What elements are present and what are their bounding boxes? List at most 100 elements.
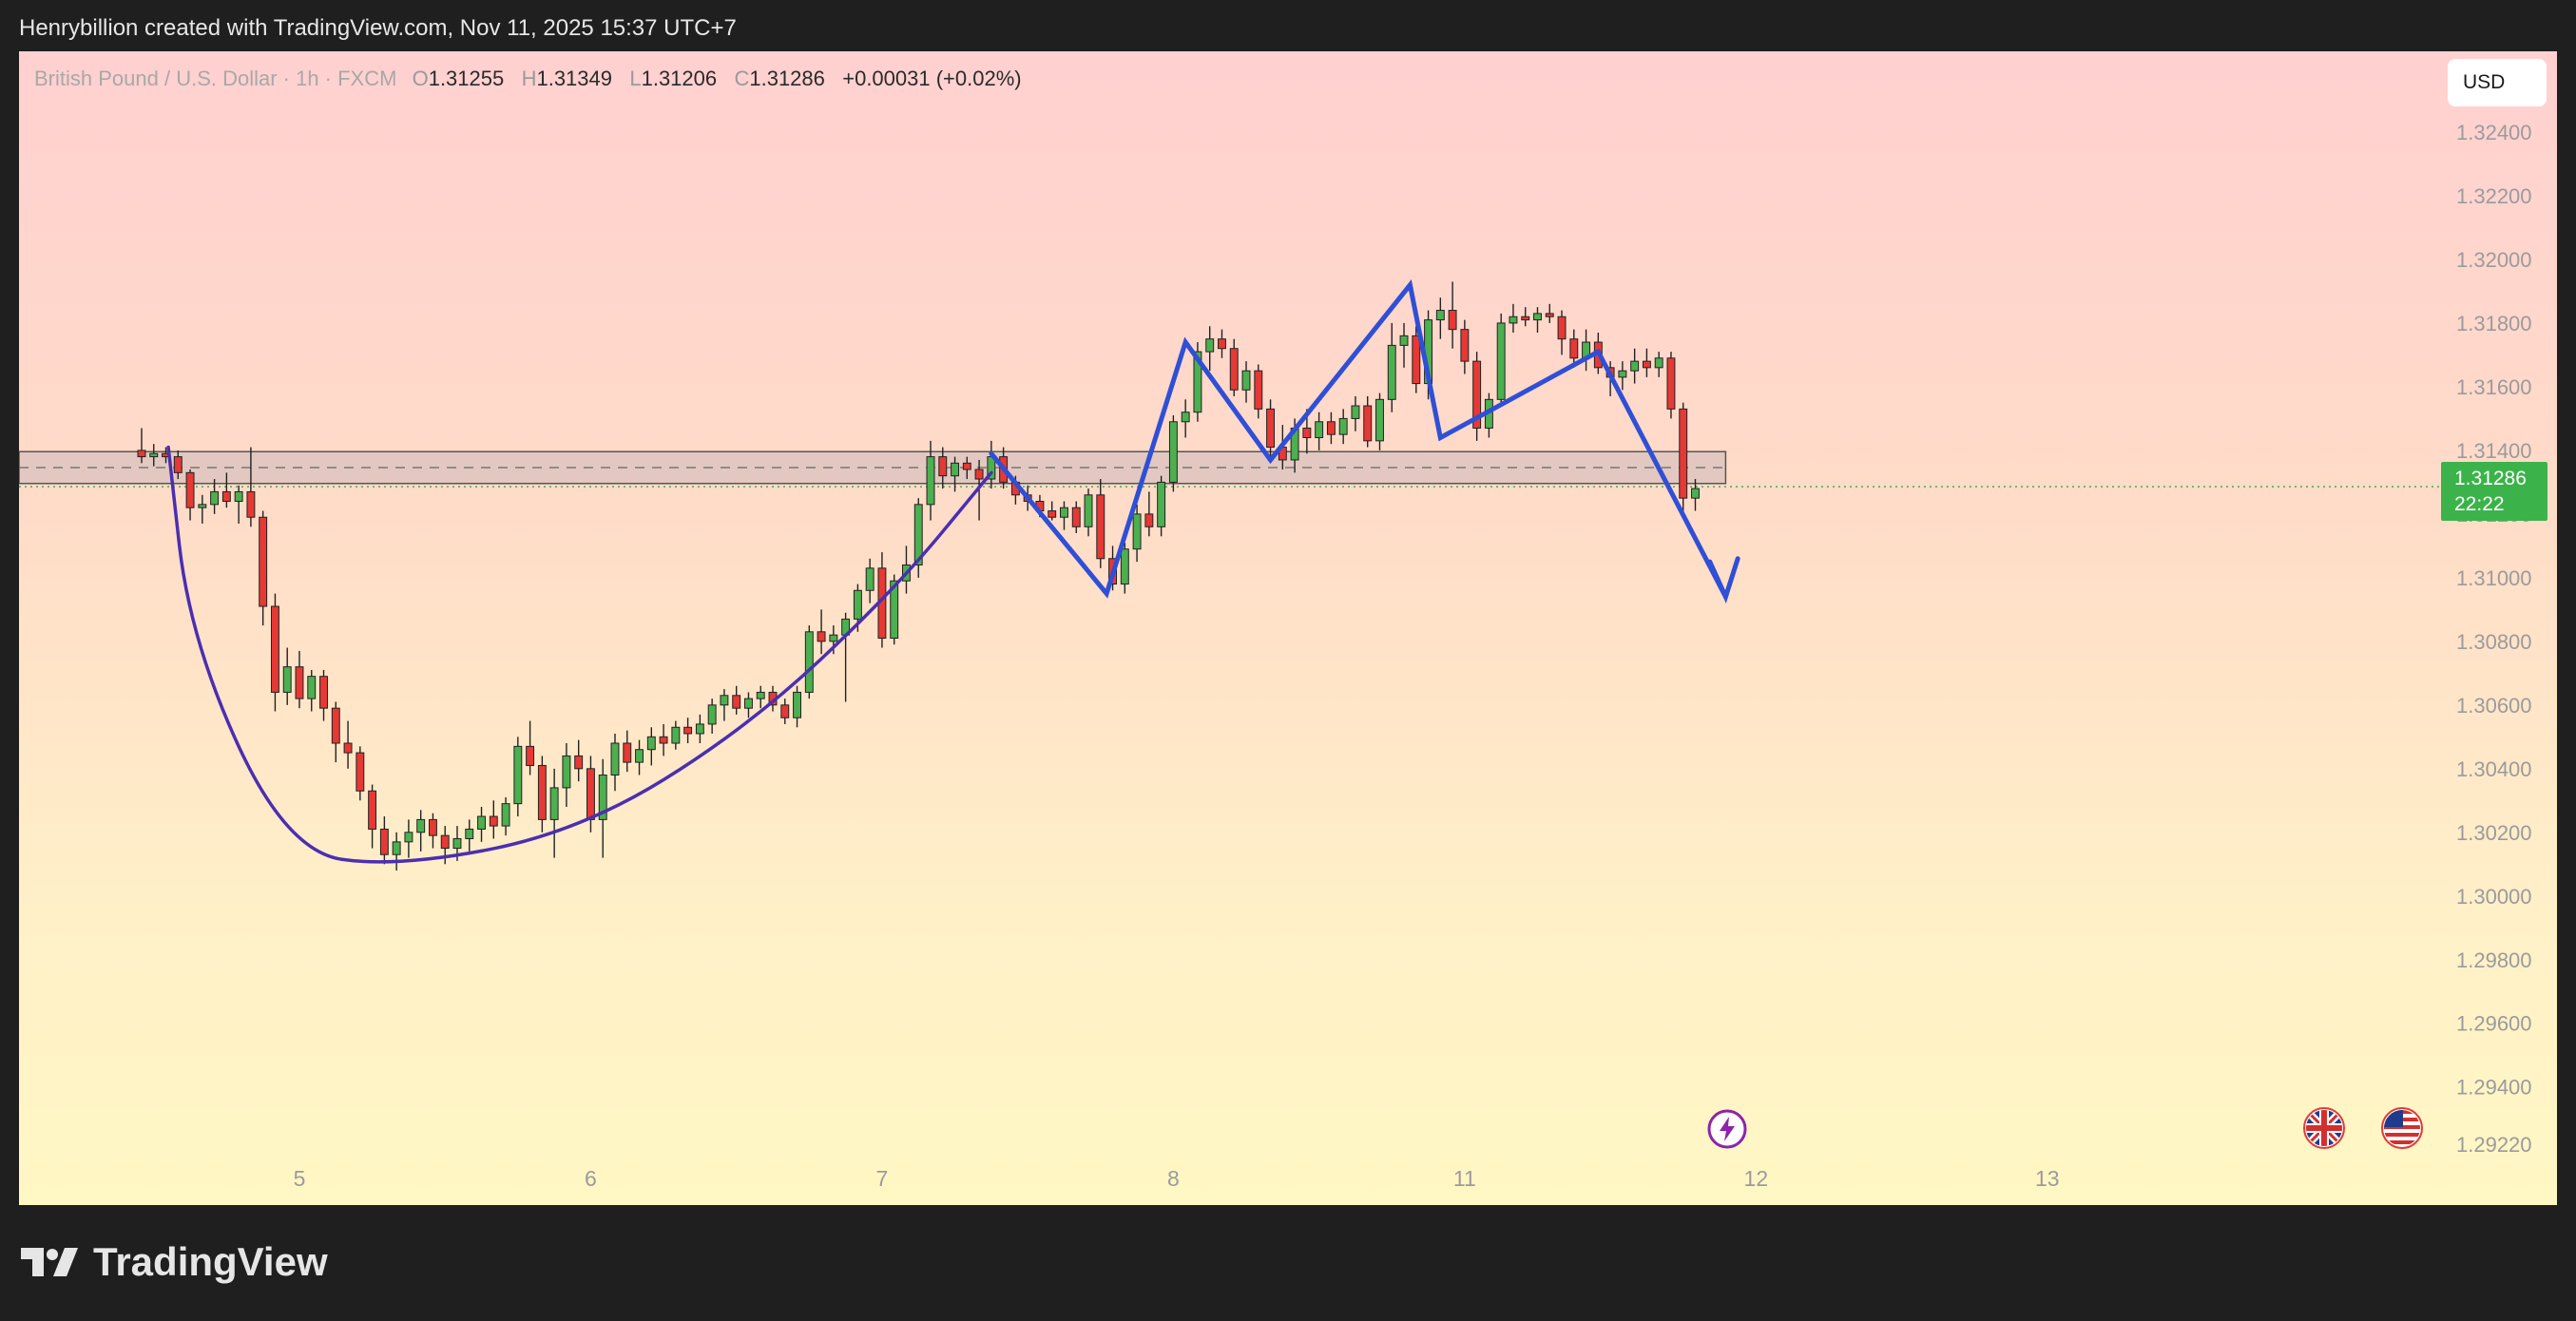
y-axis-label: 1.30400 (2456, 757, 2532, 781)
candle-body (501, 803, 510, 827)
symbol-name: British Pound / U.S. Dollar · 1h · FXCM (34, 67, 397, 90)
candle-body (1326, 421, 1336, 435)
y-axis-label: 1.31000 (2456, 566, 2532, 590)
y-axis-label: 1.29400 (2456, 1076, 2532, 1100)
open-label: O (412, 67, 429, 90)
candle-body (356, 752, 365, 792)
footer-bar: TradingView (0, 1205, 2576, 1321)
candle-body (307, 676, 317, 699)
price-chart[interactable]: 1.32400 1.32200 1.32000 1.31800 1.31600 1.314… (19, 51, 2557, 1205)
candle-body (1254, 370, 1263, 410)
currency-button[interactable]: USD (2448, 59, 2547, 106)
candle-body (537, 764, 547, 820)
candle-body (428, 818, 437, 836)
candle-body (951, 462, 960, 477)
y-axis-label: 1.30800 (2456, 630, 2532, 654)
candle-body (477, 815, 486, 830)
candle-body (1302, 427, 1312, 439)
candle-body (1691, 488, 1700, 499)
candle-body (282, 666, 292, 693)
candle-body (1448, 310, 1457, 331)
high-label: H (521, 67, 537, 90)
candle-body (1654, 357, 1663, 369)
candle-body (343, 742, 353, 754)
attribution-text: Henrybillion created with TradingView.co… (19, 15, 737, 41)
candle-body (1557, 316, 1567, 340)
last-price-value: 1.31286 (2454, 468, 2527, 489)
candle-body (683, 726, 693, 735)
candle-body (465, 828, 474, 839)
candle-body (1071, 507, 1081, 527)
uk-flag-icon[interactable] (2302, 1106, 2346, 1150)
candle-body (1229, 348, 1239, 391)
attribution-bar: Henrybillion created with TradingView.co… (0, 0, 2576, 51)
close-label: C (734, 67, 750, 90)
candle-body (149, 452, 159, 458)
candle-body (1048, 510, 1057, 518)
candle-body (610, 742, 620, 776)
candle-body (1060, 507, 1068, 518)
candle-body (1666, 357, 1676, 410)
candle-body (259, 516, 268, 607)
low-label: L (629, 67, 642, 90)
candle-body (319, 676, 328, 709)
candle-body (744, 698, 753, 709)
candle-body (1193, 351, 1202, 413)
chart-area[interactable]: 1.32400 1.32200 1.32000 1.31800 1.31600 1.314… (19, 51, 2557, 1205)
candle-body (549, 787, 559, 820)
candle-body (379, 828, 389, 855)
lightning-icon[interactable] (1706, 1108, 1748, 1150)
candle-body (817, 631, 826, 642)
candle-body (1218, 338, 1226, 350)
tradingview-logo[interactable]: TradingView (21, 1239, 328, 1285)
candle-body (173, 456, 183, 473)
candle-body (865, 567, 875, 591)
us-flag-icon[interactable] (2380, 1106, 2424, 1150)
candle-body (720, 695, 729, 706)
candle-body (234, 490, 243, 502)
candle-body (913, 504, 923, 565)
x-axis-label: 7 (876, 1166, 889, 1191)
candle-body (732, 695, 741, 709)
x-axis-label: 11 (1453, 1166, 1476, 1191)
candle-body (926, 456, 935, 506)
candle-body (440, 834, 450, 850)
bar-countdown: 22:22 (2454, 493, 2505, 515)
candle-body (853, 589, 862, 620)
x-axis-label: 13 (2035, 1166, 2060, 1191)
candle-body (938, 456, 948, 477)
candle-body (1096, 494, 1105, 560)
candle-body (1168, 421, 1178, 483)
candle-body (1399, 335, 1409, 346)
candle-body (404, 832, 413, 843)
candle-body (1144, 513, 1154, 527)
candle-body (1205, 338, 1215, 353)
candle-body (368, 790, 377, 830)
candle-body (695, 723, 704, 735)
candle-body (1315, 421, 1324, 439)
candle-body (890, 580, 899, 639)
open-value: 1.31255 (428, 67, 505, 90)
candle-body (392, 841, 401, 855)
candle-body (1630, 360, 1640, 372)
candle-body (793, 691, 801, 718)
candle-body (1387, 344, 1396, 400)
tradingview-logo-icon (21, 1248, 78, 1276)
close-value: 1.31286 (749, 67, 825, 90)
x-axis-label: 12 (1744, 1166, 1769, 1191)
candle-body (1351, 405, 1360, 419)
down-arrow-head (1707, 556, 1740, 603)
candle-body (246, 490, 256, 518)
candle-body (659, 736, 668, 744)
candle-body (221, 490, 231, 502)
candle-body (198, 504, 207, 508)
candle-body (962, 462, 971, 470)
candle-body (185, 471, 195, 508)
candle-body (1435, 310, 1445, 321)
candle-body (1363, 405, 1373, 442)
candle-body (756, 691, 765, 699)
candle-body (1496, 322, 1506, 400)
y-axis-label: 1.32200 (2456, 184, 2532, 208)
candle-body (780, 704, 790, 718)
candle-body (1460, 329, 1470, 362)
